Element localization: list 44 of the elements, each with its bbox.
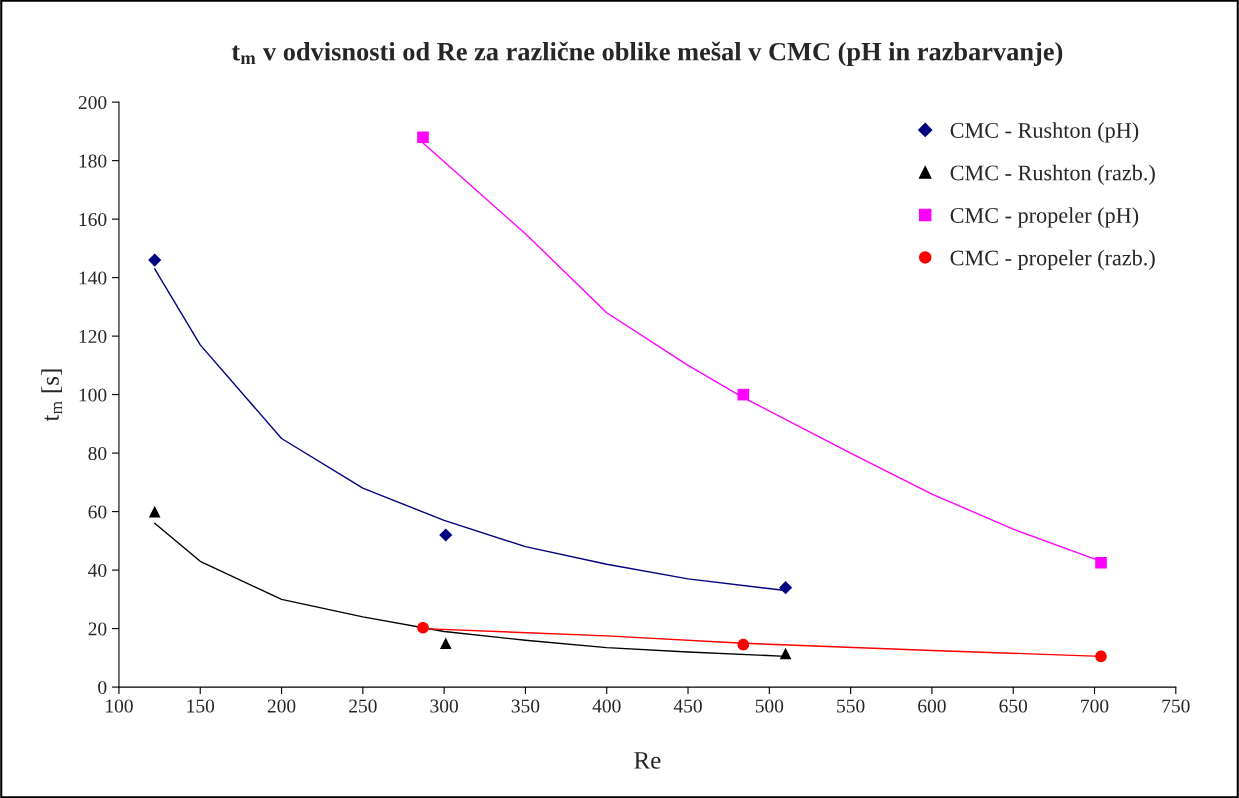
y-tick-label: 100 — [79, 388, 107, 402]
y-axis-title: t$_{m}$ [s] — [41, 369, 63, 422]
legend-label: CMC - Rushton (pH) — [950, 122, 1139, 143]
y-tick-label: 160 — [79, 212, 107, 227]
x-tick-label: 250 — [349, 699, 377, 713]
legend-label: CMC - propeler (razb.) — [950, 249, 1155, 270]
legend-label: CMC - propeler (pH) — [950, 207, 1139, 228]
point — [779, 581, 793, 595]
x-tick-label: 750 — [1162, 699, 1190, 713]
chart-title: t$_{m}$ v odvisnosti od Re za različne oblike mešal v CMC (pH in razbarvanje) — [231, 41, 1063, 66]
x-tick-label: 300 — [430, 699, 458, 713]
y-tick-label: 80 — [88, 446, 107, 461]
y-tick-label: 40 — [88, 563, 107, 578]
point — [439, 637, 452, 650]
x-tick-label: 400 — [592, 699, 621, 713]
point — [1095, 556, 1107, 569]
x-tick-label: 550 — [837, 699, 865, 713]
x-tick-label: 650 — [999, 699, 1028, 713]
y-tick-label: 180 — [79, 154, 107, 168]
x-tick-label: 450 — [673, 699, 702, 713]
x-tick-label: 500 — [755, 699, 784, 713]
x-tick-label: 600 — [918, 699, 946, 713]
y-tick-label: 120 — [79, 329, 107, 344]
y-tick-label: 0 — [98, 680, 107, 695]
point — [148, 253, 162, 267]
x-tick-label: 150 — [187, 699, 215, 713]
x-tick-label: 700 — [1081, 699, 1109, 713]
x-axis-title: Re — [634, 752, 661, 769]
point — [779, 647, 792, 660]
point — [439, 528, 453, 542]
y-tick-label: 60 — [88, 505, 107, 519]
y-tick-label: 140 — [79, 271, 107, 285]
x-tick-label: 100 — [106, 699, 133, 713]
point — [737, 388, 750, 401]
x-tick-label: 350 — [511, 699, 540, 713]
point — [1095, 650, 1107, 663]
point — [148, 505, 161, 518]
point — [737, 638, 750, 651]
y-tick-label: 200 — [78, 95, 107, 110]
point — [417, 131, 429, 144]
y-tick-label: 20 — [88, 622, 107, 636]
x-tick-label: 200 — [267, 699, 296, 713]
point — [417, 621, 429, 634]
legend-label: CMC - Rushton (razb.) — [950, 164, 1155, 185]
